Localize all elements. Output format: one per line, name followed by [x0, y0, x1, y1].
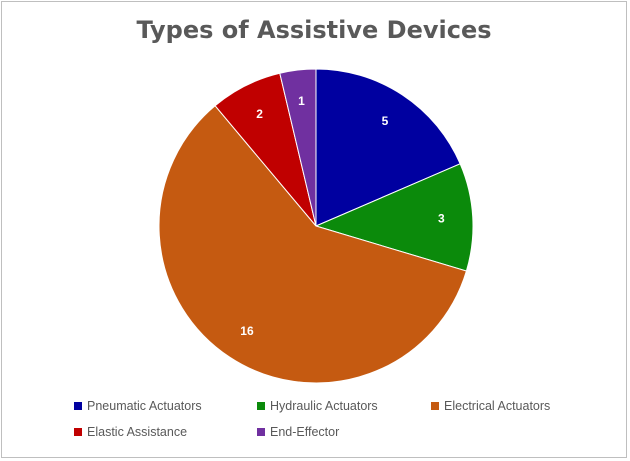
legend-item-pneumatic-actuators: Pneumatic Actuators [74, 399, 202, 413]
data-label-hydraulic-actuators: 3 [438, 212, 445, 226]
pie-slice-end-effector [279, 68, 317, 227]
data-label-electrical-actuators: 16 [240, 324, 254, 338]
legend-item-end-effector: End-Effector [257, 425, 339, 439]
legend-label: Elastic Assistance [87, 425, 188, 439]
legend-item-hydraulic-actuators: Hydraulic Actuators [257, 399, 378, 413]
legend-item-electrical-actuators: Electrical Actuators [431, 399, 550, 413]
chart-title: Types of Assistive Devices [136, 16, 492, 44]
legend-item-elastic-assistance: Elastic Assistance [74, 425, 187, 439]
legend-swatch [74, 402, 82, 410]
pie-slice-electrical-actuators [158, 105, 468, 384]
data-label-elastic-assistance: 2 [256, 107, 263, 121]
legend-label: Electrical Actuators [444, 399, 551, 413]
legend-swatch [257, 428, 265, 436]
legend-swatch [257, 402, 265, 410]
pie-slice-hydraulic-actuators [314, 163, 474, 272]
legend-label: Pneumatic Actuators [87, 399, 202, 413]
legend-label: Hydraulic Actuators [270, 399, 378, 413]
legend-label: End-Effector [270, 425, 340, 439]
data-label-end-effector: 1 [298, 94, 305, 108]
pie-slice-pneumatic-actuators [315, 68, 461, 227]
legend-swatch [74, 428, 82, 436]
legend-swatch [431, 402, 439, 410]
data-label-pneumatic-actuators: 5 [382, 114, 389, 128]
